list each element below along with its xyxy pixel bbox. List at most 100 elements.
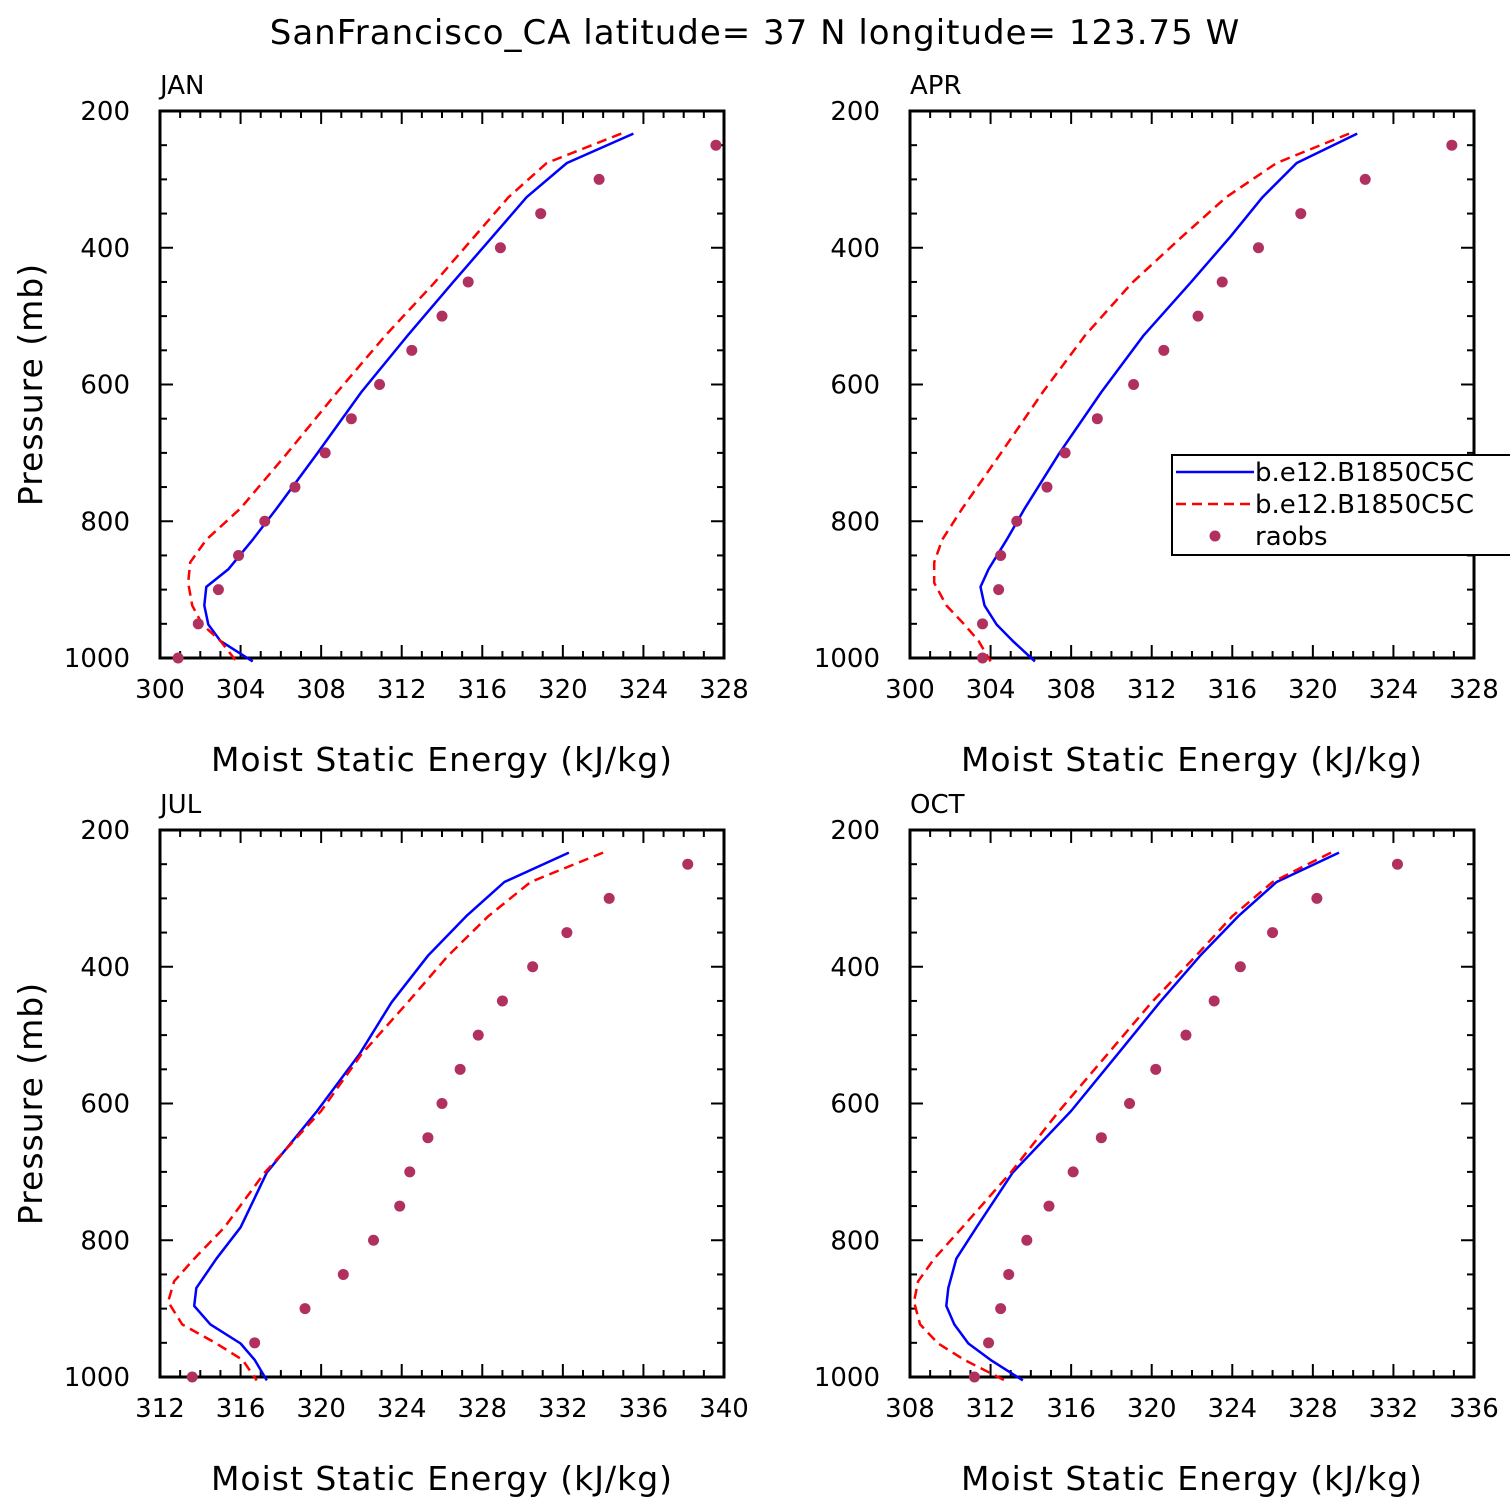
y-tick-label: 1000 (814, 644, 880, 674)
x-tick-label: 320 (296, 1394, 346, 1424)
raobs-point (1011, 515, 1023, 527)
plot-frame (908, 828, 1476, 1379)
raobs-point (1359, 173, 1371, 185)
y-tick-label: 400 (830, 234, 880, 264)
raobs-point (561, 927, 573, 939)
raobs-point (1003, 1268, 1015, 1280)
raobs-point (374, 379, 386, 390)
raobs-point (535, 208, 547, 220)
y-tick-label: 600 (830, 371, 880, 401)
raobs-point (1150, 1063, 1162, 1075)
x-axis-title: Moist Static Energy (kJ/kg) (961, 1459, 1423, 1498)
raobs-point (337, 1268, 349, 1280)
panel-jul: 312 316 320 324 328 332 336 340 200 400 600 800 1000… (11, 790, 749, 1498)
x-tick-label: 312 (377, 675, 427, 705)
raobs-point (1295, 208, 1307, 220)
raobs-point (1128, 379, 1140, 390)
y-tick-label: 800 (830, 1226, 880, 1256)
model-series-solid-line (203, 132, 634, 663)
x-tick-label: 304 (966, 675, 1016, 705)
legend-label: b.e12.B1850C5C (1255, 490, 1474, 520)
plot-frame (908, 109, 1476, 660)
x-axis-title: Moist Static Energy (kJ/kg) (961, 740, 1423, 779)
x-tick-label: 332 (538, 1394, 588, 1424)
y-tick-label: 200 (830, 97, 880, 127)
panel-apr: 300 304 308 312 316 320 324 328 200 400 600 800 1000… (814, 71, 1499, 779)
x-tick-label: 332 (1369, 1394, 1419, 1424)
y-tick-label: 600 (830, 1090, 880, 1120)
raobs-point (682, 858, 694, 870)
raobs-point (977, 652, 989, 664)
raobs-point (436, 1098, 448, 1109)
raobs-point (968, 1371, 980, 1383)
x-tick-label: 316 (457, 675, 507, 705)
raobs-point (1180, 1029, 1192, 1041)
raobs-point (603, 892, 615, 904)
x-axis-title: Moist Static Energy (kJ/kg) (211, 740, 673, 779)
y-tick-label: 800 (80, 507, 130, 537)
x-tick-label: 308 (885, 1394, 935, 1424)
x-tick-label: 324 (1369, 675, 1419, 705)
x-tick-label: 336 (619, 1394, 669, 1424)
legend-label: raobs (1255, 522, 1328, 552)
raobs-point (319, 447, 331, 459)
panel-oct: 308 312 316 320 324 328 332 336 200 400 600 800 1000… (814, 790, 1499, 1498)
model-series-solid-line (192, 851, 570, 1382)
raobs-point (186, 1371, 198, 1383)
x-tick-label: 328 (1449, 675, 1499, 705)
x-tick-label: 324 (377, 1394, 427, 1424)
panel-jan: 300 304 308 312 316 320 324 328 200 400 600 800 1000… (11, 71, 749, 779)
x-tick-label: 316 (1046, 1394, 1096, 1424)
y-tick-label: 400 (80, 234, 130, 264)
raobs-point (1059, 447, 1071, 459)
raobs-point (710, 139, 722, 151)
raobs-point (259, 515, 271, 527)
x-tick-label: 320 (1127, 1394, 1177, 1424)
raobs-point (1252, 242, 1264, 254)
y-tick-label: 1000 (814, 1363, 880, 1393)
model-series-solid-line (979, 132, 1358, 663)
model-series-dashed-line (912, 851, 1332, 1382)
raobs-point (422, 1132, 434, 1144)
raobs-point (368, 1234, 380, 1246)
x-tick-label: 328 (457, 1394, 507, 1424)
x-tick-label: 316 (1207, 675, 1257, 705)
raobs-point (249, 1337, 261, 1349)
x-axis-title: Moist Static Energy (kJ/kg) (211, 1459, 673, 1498)
y-tick-label: 200 (80, 97, 130, 127)
x-tick-label: 312 (1127, 675, 1177, 705)
x-tick-label: 304 (216, 675, 266, 705)
panels-group: 300 304 308 312 316 320 324 328 200 400 600 800 1000… (11, 71, 1510, 1498)
raobs-point (527, 961, 539, 973)
x-tick-label: 300 (135, 675, 185, 705)
plot-frame (158, 109, 726, 660)
x-tick-label: 312 (135, 1394, 185, 1424)
raobs-point (1021, 1234, 1033, 1246)
raobs-point (1208, 995, 1220, 1007)
x-tick-label: 308 (296, 675, 346, 705)
raobs-point (454, 1063, 466, 1075)
x-tick-label: 328 (699, 675, 749, 705)
raobs-point (192, 618, 204, 630)
y-tick-label: 800 (830, 507, 880, 537)
raobs-point (1095, 1132, 1107, 1144)
x-tick-label: 316 (216, 1394, 266, 1424)
model-series-dashed-line (166, 851, 604, 1382)
raobs-point (1091, 413, 1103, 425)
y-tick-label: 800 (80, 1226, 130, 1256)
raobs-point (1043, 1200, 1055, 1212)
panel-label: JAN (158, 71, 204, 101)
raobs-point (406, 344, 418, 356)
raobs-point (1192, 310, 1204, 322)
raobs-point (172, 652, 184, 664)
x-tick-label: 308 (1046, 675, 1096, 705)
raobs-point (289, 481, 301, 493)
x-tick-label: 324 (1207, 1394, 1257, 1424)
raobs-point (1311, 892, 1323, 904)
y-tick-label: 400 (830, 953, 880, 983)
y-tick-label: 1000 (64, 1363, 130, 1393)
raobs-point (1391, 858, 1403, 870)
raobs-point (1216, 276, 1228, 288)
raobs-point (1067, 1166, 1079, 1178)
